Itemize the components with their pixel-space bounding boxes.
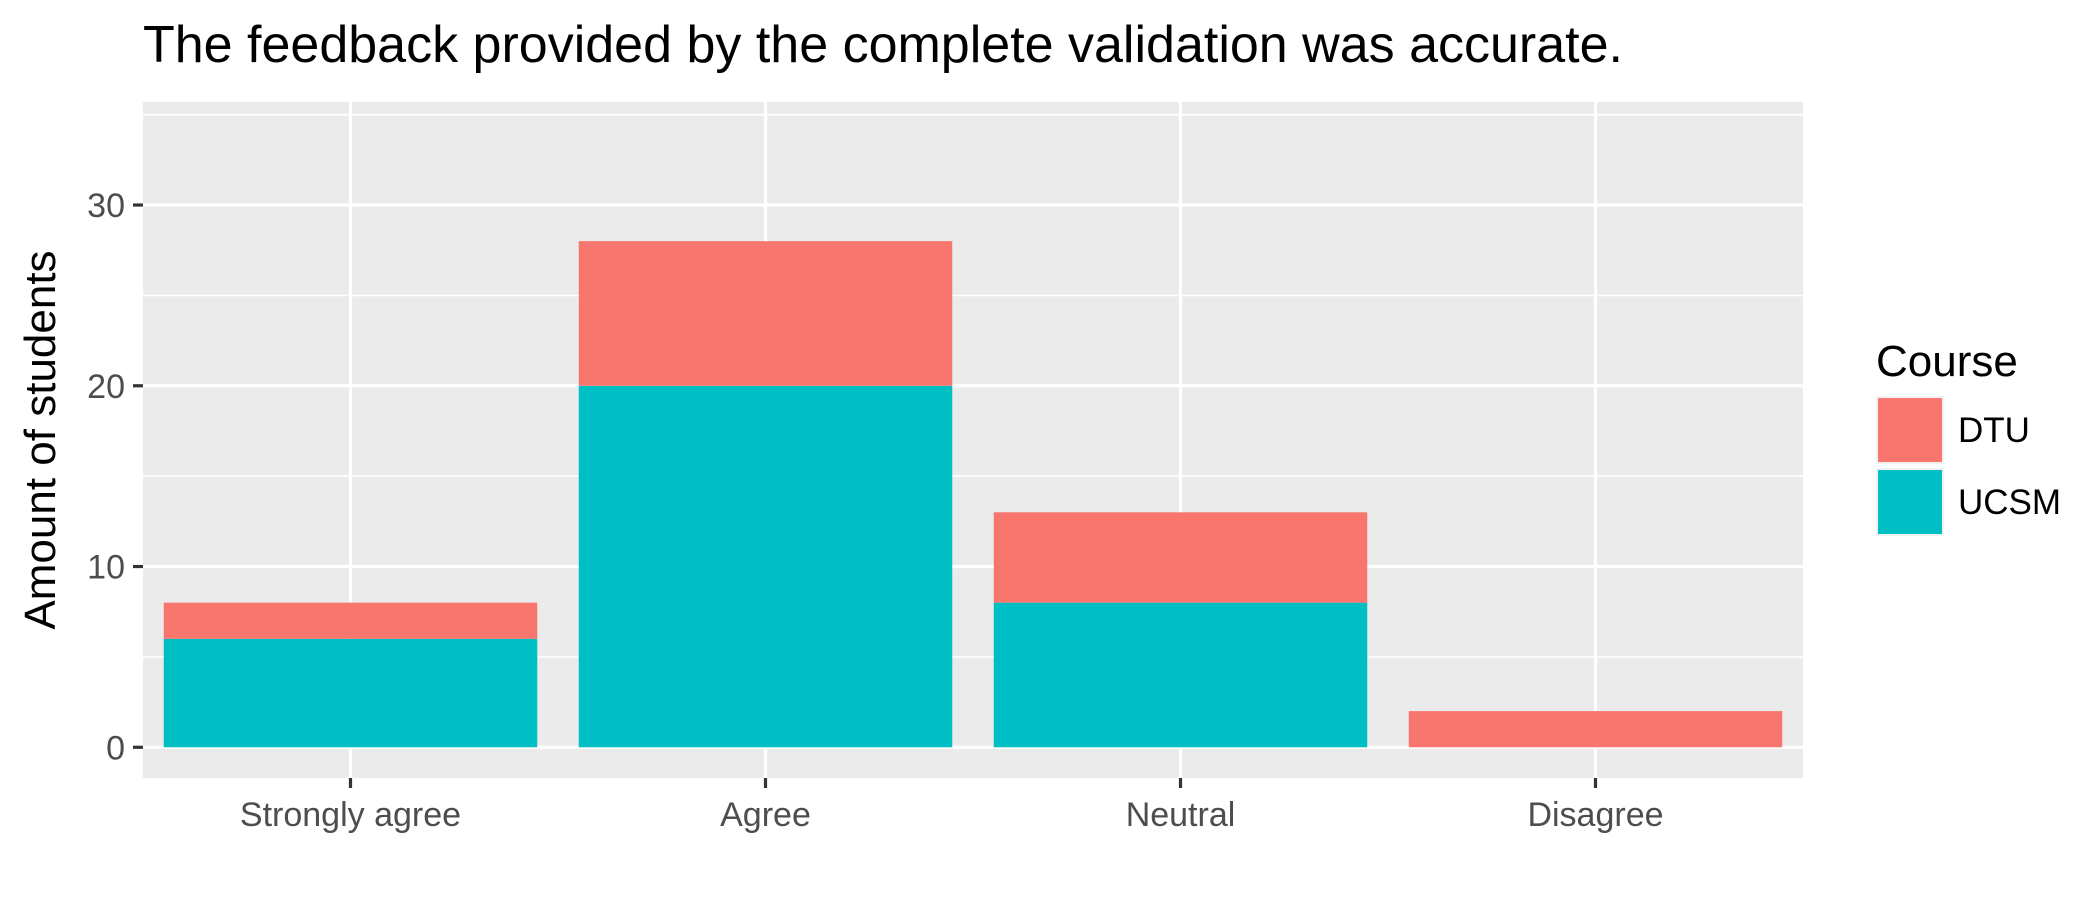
y-tick-label: 0 — [106, 729, 125, 767]
bar-ucsm-agree — [578, 385, 953, 748]
bar-ucsm-neutral — [993, 602, 1368, 748]
x-tick-label: Disagree — [1527, 796, 1663, 834]
x-tick-label: Agree — [720, 796, 811, 834]
legend: Course DTU UCSM — [1876, 337, 2061, 536]
y-axis-title: Amount of students — [16, 250, 65, 629]
y-tick-label: 20 — [87, 368, 125, 406]
y-tick-label: 30 — [87, 187, 125, 225]
bar-dtu-disagree — [1408, 711, 1783, 748]
bar-dtu-neutral — [993, 512, 1368, 603]
bar-ucsm-strongly-agree — [163, 638, 538, 748]
bars — [163, 241, 1783, 748]
legend-label-ucsm: UCSM — [1958, 483, 2061, 522]
legend-key-dtu — [1878, 398, 1942, 462]
bar-dtu-strongly-agree — [163, 602, 538, 639]
x-tick-label: Neutral — [1126, 796, 1236, 834]
legend-label-dtu: DTU — [1958, 411, 2030, 450]
y-tick-label: 10 — [87, 549, 125, 587]
x-axis: Strongly agree Agree Neutral Disagree — [240, 778, 1664, 834]
chart-title: The feedback provided by the complete va… — [143, 16, 1623, 74]
bar-dtu-agree — [578, 241, 953, 386]
legend-title: Course — [1876, 337, 2018, 386]
x-tick-label: Strongly agree — [240, 796, 461, 834]
y-axis: 0 10 20 30 — [87, 187, 143, 767]
legend-key-ucsm — [1878, 470, 1942, 534]
